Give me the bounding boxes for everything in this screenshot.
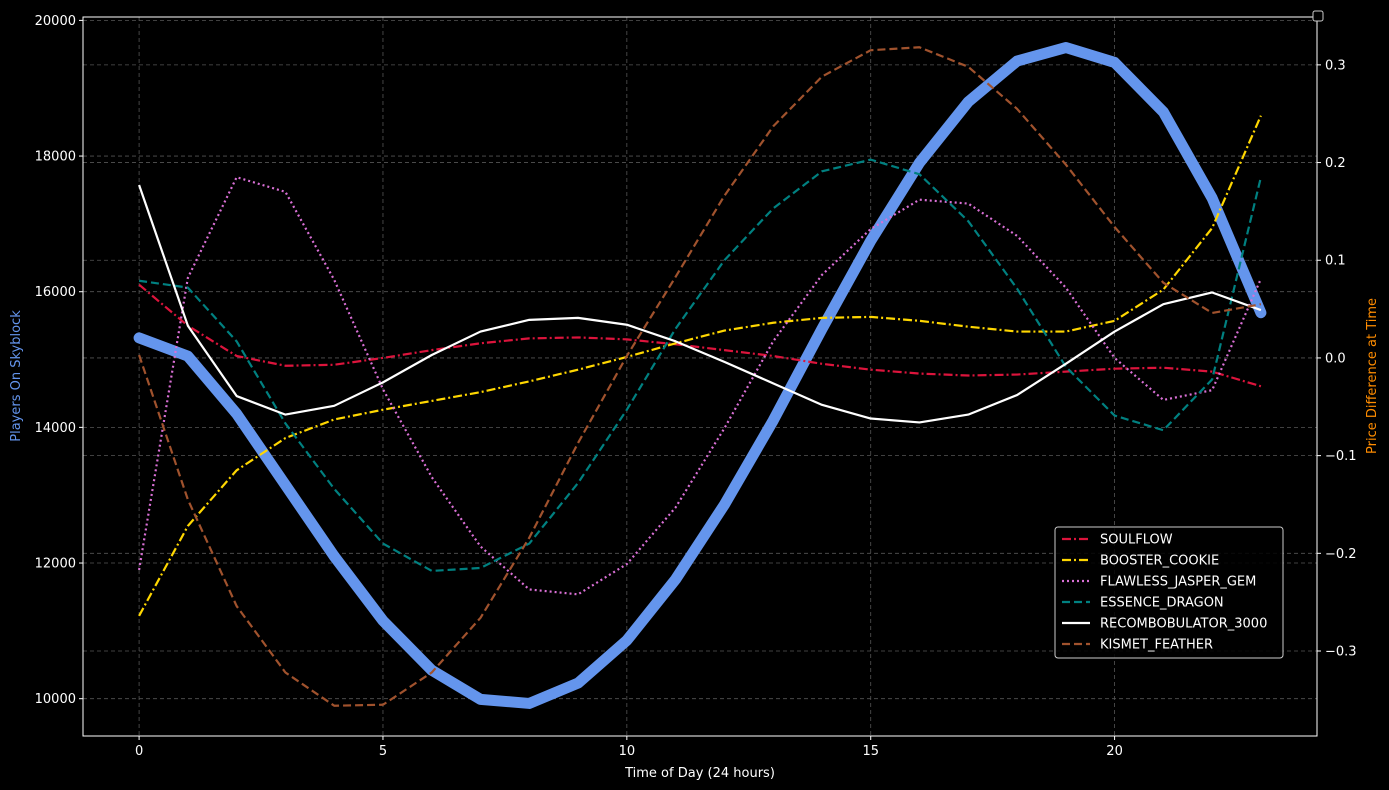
series-soulflow — [138, 283, 1262, 388]
y-right-tick-label: 0.3 — [1325, 58, 1346, 73]
y-axis-right: −0.3 −0.2 −0.1 0.0 0.1 0.2 0.3 — [1317, 58, 1357, 660]
y-right-tick-label: 0.0 — [1325, 351, 1346, 366]
y-right-tick-label: −0.3 — [1325, 645, 1357, 660]
y-left-tick-label: 14000 — [35, 421, 76, 436]
x-tick-label: 0 — [135, 744, 143, 759]
legend-label: RECOMBOBULATOR_3000 — [1100, 617, 1267, 632]
y-left-tick-label: 16000 — [35, 285, 76, 300]
legend-label: FLAWLESS_JASPER_GEM — [1100, 575, 1256, 590]
y-left-tick-label: 10000 — [35, 692, 76, 707]
secondary-legend-box — [1312, 10, 1324, 22]
x-tick-label: 10 — [619, 744, 636, 759]
series-kismet-feather — [138, 46, 1262, 707]
y-left-tick-label: 20000 — [35, 14, 76, 29]
x-tick-label: 20 — [1106, 744, 1123, 759]
y-left-tick-label: 12000 — [35, 557, 76, 572]
y-right-tick-label: −0.1 — [1325, 449, 1357, 464]
x-axis: 0 5 10 15 20 — [135, 736, 1123, 759]
legend-label: KISMET_FEATHER — [1100, 638, 1213, 653]
legend-label: BOOSTER_COOKIE — [1100, 554, 1219, 569]
y-axis-right-label: Price Difference at Time — [1365, 298, 1380, 454]
plot-frame — [82, 16, 1318, 737]
legend-label: SOULFLOW — [1100, 533, 1173, 548]
plot-area — [133, 42, 1267, 709]
y-right-tick-label: 0.1 — [1325, 254, 1346, 269]
y-right-tick-label: −0.2 — [1325, 547, 1357, 562]
x-axis-label: Time of Day (24 hours) — [624, 766, 775, 781]
series-booster-cookie — [138, 115, 1262, 617]
legend-box — [1054, 526, 1284, 659]
x-tick-label: 5 — [379, 744, 387, 759]
y-axis-left-label: Players On Skyblock — [9, 310, 24, 442]
series-players-on-skyblock — [133, 42, 1267, 709]
y-axis-left: 10000 12000 14000 16000 18000 20000 — [35, 14, 83, 707]
x-tick-label: 15 — [862, 744, 879, 759]
legend-label: ESSENCE_DRAGON — [1100, 596, 1224, 611]
series-essence-dragon — [138, 158, 1262, 573]
grid — [83, 17, 1317, 736]
legend: SOULFLOW BOOSTER_COOKIE FLAWLESS_JASPER_GE… — [1054, 526, 1284, 659]
y-left-tick-label: 18000 — [35, 150, 76, 165]
series-recombobulator-3000 — [138, 184, 1262, 424]
y-right-tick-label: 0.2 — [1325, 156, 1346, 171]
